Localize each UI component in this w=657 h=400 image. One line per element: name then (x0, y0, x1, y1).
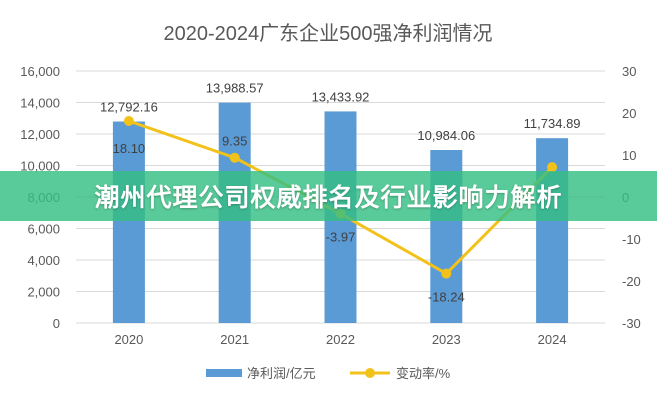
bar-label: 12,792.16 (100, 100, 158, 115)
right-axis-tick: 20 (622, 106, 636, 121)
legend-line-marker (365, 368, 375, 378)
left-axis-tick: 6,000 (27, 222, 60, 237)
banner-title: 潮州代理公司权威排名及行业影响力解析 (94, 183, 563, 212)
left-axis-tick: 14,000 (20, 96, 60, 111)
left-axis-tick: 0 (53, 316, 60, 331)
left-axis-tick: 2,000 (27, 285, 60, 300)
left-axis-tick: 4,000 (27, 253, 60, 268)
x-axis-tick: 2021 (220, 332, 249, 347)
bar-label: 11,734.89 (524, 116, 581, 131)
overlay-banner: 潮州代理公司权威排名及行业影响力解析 (0, 171, 657, 221)
rate-label: -3.97 (326, 230, 356, 245)
legend-bar-label: 净利润/亿元 (247, 366, 316, 381)
x-axis-tick: 2024 (538, 332, 567, 347)
x-axis-tick: 2020 (114, 332, 143, 347)
right-axis-tick: 10 (622, 148, 636, 163)
rate-point-2024 (547, 162, 558, 173)
bar-label: 10,984.06 (417, 128, 475, 143)
x-axis-tick: 2023 (432, 332, 461, 347)
bar-label: 13,988.57 (206, 81, 264, 96)
legend-bar-swatch (206, 369, 242, 377)
rate-label: -18.24 (428, 290, 465, 305)
rate-point-2021 (229, 152, 240, 163)
rate-label: 18.10 (113, 141, 146, 156)
left-axis-tick: 16,000 (20, 64, 60, 79)
right-axis-tick: 30 (622, 64, 636, 79)
bar-label: 13,433.92 (312, 89, 370, 104)
left-axis-tick: 12,000 (20, 127, 60, 142)
x-axis-tick: 2022 (326, 332, 355, 347)
bar-2020 (112, 121, 145, 323)
right-axis-tick: -30 (622, 316, 641, 331)
left-axis-tick: 10,000 (20, 159, 60, 174)
legend-line-label: 变动率/% (396, 366, 451, 381)
chart-title: 2020-2024广东企业500强净利润情况 (163, 22, 492, 45)
right-axis-tick: -10 (622, 232, 641, 247)
rate-label: 9.35 (222, 134, 247, 149)
right-axis-tick: -20 (622, 274, 641, 289)
rate-point-2020 (123, 115, 134, 126)
rate-point-2023 (441, 268, 452, 279)
